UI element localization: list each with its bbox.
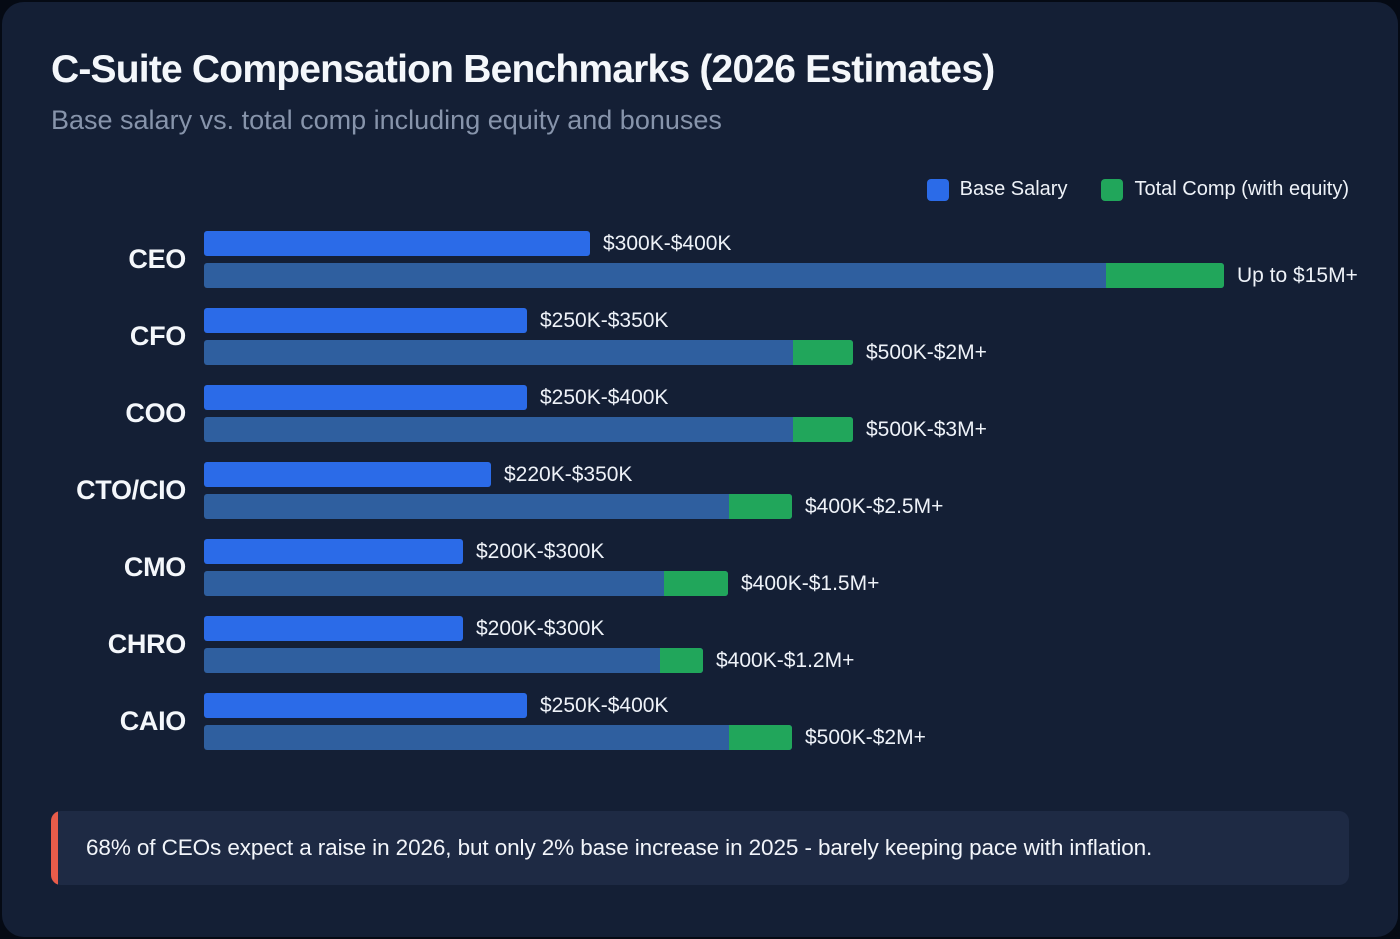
base-salary-line: $300K-$400K — [204, 231, 1358, 256]
base-salary-value: $200K-$300K — [476, 616, 605, 640]
base-salary-line: $220K-$350K — [204, 462, 1349, 487]
insight-callout: 68% of CEOs expect a raise in 2026, but … — [51, 811, 1349, 885]
chart-row: COO $250K-$400K $500K-$3M+ — [51, 385, 1349, 442]
total-comp-value: $500K-$3M+ — [866, 417, 987, 441]
base-salary-line: $250K-$400K — [204, 385, 1349, 410]
page-title: C-Suite Compensation Benchmarks (2026 Es… — [51, 48, 995, 91]
total-comp-line: $400K-$2.5M+ — [204, 494, 1349, 519]
row-bars: $250K-$350K $500K-$2M+ — [204, 308, 1349, 365]
base-salary-line: $250K-$350K — [204, 308, 1349, 333]
total-comp-swatch-icon — [1101, 178, 1124, 201]
total-comp-bar — [204, 417, 853, 442]
base-salary-line: $200K-$300K — [204, 616, 1349, 641]
base-salary-bar — [204, 693, 527, 718]
total-comp-line: $500K-$2M+ — [204, 340, 1349, 365]
row-bars: $250K-$400K $500K-$3M+ — [204, 385, 1349, 442]
base-salary-bar — [204, 462, 491, 487]
legend-item-base-salary: Base Salary — [926, 178, 1068, 201]
base-salary-value: $200K-$300K — [476, 539, 605, 563]
callout-text: 68% of CEOs expect a raise in 2026, but … — [86, 835, 1153, 860]
equity-segment — [729, 725, 792, 750]
row-category-label: COO — [125, 398, 186, 428]
chart-row: CMO $200K-$300K $400K-$1.5M+ — [51, 539, 1349, 596]
total-comp-value: $400K-$1.5M+ — [741, 571, 880, 595]
chart-rows: CEO $300K-$400K Up to $15M+ CFO $250K-$3… — [51, 231, 1358, 750]
chart-row: CAIO $250K-$400K $500K-$2M+ — [51, 693, 1349, 750]
base-salary-bar — [204, 616, 463, 641]
total-comp-line: $400K-$1.5M+ — [204, 571, 1349, 596]
equity-segment — [664, 571, 728, 596]
total-comp-bar — [204, 263, 1224, 288]
base-salary-value: $220K-$350K — [504, 462, 633, 486]
base-salary-bar — [204, 231, 590, 256]
total-comp-line: $500K-$2M+ — [204, 725, 1349, 750]
row-category-label: CMO — [123, 552, 186, 582]
page-subtitle: Base salary vs. total comp including equ… — [51, 105, 722, 135]
legend-base-label: Base Salary — [959, 178, 1068, 200]
legend: Base Salary Total Comp (with equity) — [51, 178, 1349, 201]
equity-segment — [660, 648, 703, 673]
equity-segment — [793, 417, 853, 442]
equity-segment — [793, 340, 853, 365]
base-salary-value: $250K-$400K — [540, 693, 669, 717]
chart-row: CFO $250K-$350K $500K-$2M+ — [51, 308, 1349, 365]
row-bars: $220K-$350K $400K-$2.5M+ — [204, 462, 1349, 519]
row-bars: $200K-$300K $400K-$1.5M+ — [204, 539, 1349, 596]
total-comp-value: $400K-$2.5M+ — [805, 494, 944, 518]
total-comp-line: $400K-$1.2M+ — [204, 648, 1349, 673]
row-category-label: CAIO — [119, 706, 187, 736]
base-salary-line: $250K-$400K — [204, 693, 1349, 718]
legend-item-total-comp: Total Comp (with equity) — [1101, 178, 1349, 201]
total-comp-line: Up to $15M+ — [204, 263, 1358, 288]
total-comp-bar — [204, 340, 853, 365]
chart-row: CTO/CIO $220K-$350K $400K-$2.5M+ — [51, 462, 1349, 519]
base-salary-bar — [204, 308, 527, 333]
callout-accent-bar — [51, 811, 58, 885]
legend-total-label: Total Comp (with equity) — [1134, 178, 1349, 200]
base-salary-bar — [204, 539, 463, 564]
total-comp-bar — [204, 648, 703, 673]
row-bars: $300K-$400K Up to $15M+ — [204, 231, 1358, 288]
base-salary-bar — [204, 385, 527, 410]
total-comp-value: $400K-$1.2M+ — [716, 648, 855, 672]
total-comp-line: $500K-$3M+ — [204, 417, 1349, 442]
total-comp-bar — [204, 571, 728, 596]
equity-segment — [1106, 263, 1224, 288]
base-salary-value: $300K-$400K — [603, 231, 732, 255]
chart-row: CHRO $200K-$300K $400K-$1.2M+ — [51, 616, 1349, 673]
chart-row: CEO $300K-$400K Up to $15M+ — [51, 231, 1358, 288]
row-bars: $200K-$300K $400K-$1.2M+ — [204, 616, 1349, 673]
row-category-label: CFO — [129, 321, 186, 351]
row-category-label: CTO/CIO — [76, 475, 186, 505]
row-bars: $250K-$400K $500K-$2M+ — [204, 693, 1349, 750]
base-salary-value: $250K-$400K — [540, 385, 669, 409]
equity-segment — [729, 494, 792, 519]
base-salary-value: $250K-$350K — [540, 308, 669, 332]
base-salary-line: $200K-$300K — [204, 539, 1349, 564]
total-comp-value: $500K-$2M+ — [866, 340, 987, 364]
total-comp-bar — [204, 494, 792, 519]
row-category-label: CEO — [128, 244, 186, 274]
total-comp-bar — [204, 725, 792, 750]
row-category-label: CHRO — [107, 629, 187, 659]
total-comp-value: $500K-$2M+ — [805, 725, 926, 749]
total-comp-value: Up to $15M+ — [1237, 263, 1358, 287]
base-salary-swatch-icon — [926, 178, 949, 201]
